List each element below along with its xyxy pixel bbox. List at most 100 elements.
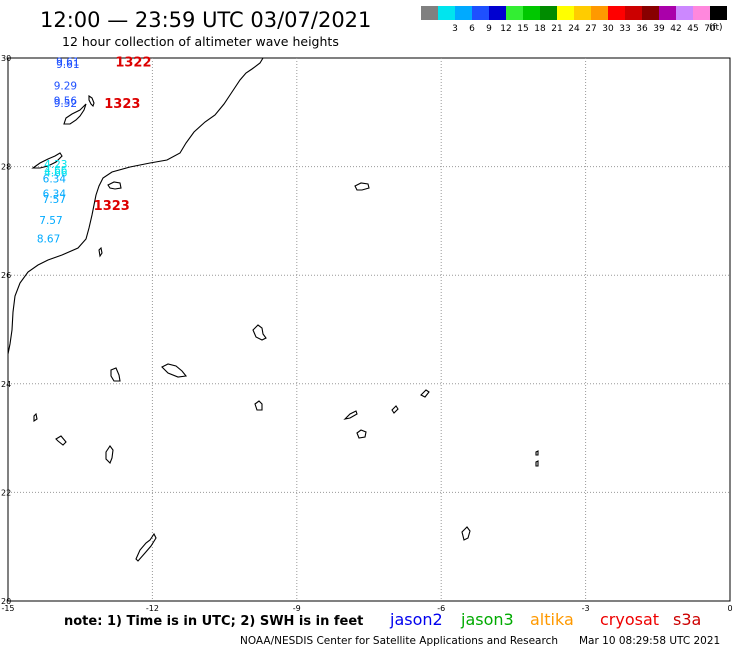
map-title: 12:00 — 23:59 UTC 03/07/2021	[40, 8, 371, 32]
lat-tick-label: 20	[1, 597, 11, 606]
lat-tick-label: 28	[1, 163, 11, 172]
island-gran-canaria-ne	[31, 152, 63, 169]
legend-label: 9	[486, 24, 492, 34]
lon-tick-label: 0	[727, 604, 732, 613]
lon-tick-label: -6	[437, 604, 445, 613]
legend-label: 70	[704, 24, 716, 34]
island-center-north	[354, 182, 370, 191]
legend-swatch	[438, 6, 455, 20]
island-fuerteventura	[63, 103, 87, 125]
legend-label: 45	[687, 24, 698, 34]
legend-label: 24	[568, 24, 580, 34]
wave-height-value: 4.66	[44, 165, 68, 177]
map-frame	[7, 57, 731, 602]
legend-swatch	[591, 6, 608, 20]
legend-label: 18	[534, 24, 546, 34]
lon-tick-label: -9	[293, 604, 301, 613]
wave-height-value: 9.61	[56, 59, 79, 71]
legend-swatch	[710, 6, 727, 20]
satellite-jason2: jason2	[389, 610, 443, 629]
island-mid-1	[252, 324, 267, 341]
legend-label: 3	[452, 24, 458, 34]
wave-height-value: 6.34	[43, 189, 67, 201]
island-east-4	[420, 389, 430, 398]
wave-height-value: 4.23	[44, 159, 67, 171]
african-coastline	[7, 57, 264, 355]
island-south-2	[135, 532, 157, 562]
island-east-1	[343, 410, 358, 420]
legend-swatch	[659, 6, 676, 20]
island-west-3	[105, 445, 114, 464]
legend-swatch	[625, 6, 642, 20]
wave-height-value: 4.66	[44, 167, 68, 179]
wave-height-value: 6.34	[43, 173, 67, 185]
lat-tick-label: 30	[1, 54, 11, 63]
wave-height-value: 9.56	[54, 96, 78, 108]
footer-timestamp: Mar 10 08:29:58 UTC 2021	[579, 635, 720, 647]
island-mid-2	[161, 363, 188, 378]
legend-swatch	[676, 6, 693, 20]
satellite-legend: jason2 jason3 altika cryosat s3a	[389, 610, 701, 629]
island-small-coast-2	[98, 246, 103, 258]
coastline	[7, 57, 539, 562]
satellite-altika: altika	[530, 610, 574, 629]
legend-unit: (ft)	[709, 23, 723, 33]
legend-swatch	[557, 6, 574, 20]
legend-label: 15	[517, 24, 528, 34]
legend-swatch	[489, 6, 506, 20]
axis-labels: -15 -12 -9 -6 -3 0 30 28 26 24 22 20	[1, 54, 733, 613]
legend-swatch	[642, 6, 659, 20]
lat-tick-label: 26	[1, 271, 11, 280]
island-small-coast-1	[107, 181, 122, 190]
legend-swatch	[506, 6, 523, 20]
legend-label: 6	[469, 24, 475, 34]
legend-label: 12	[500, 24, 511, 34]
pass-time-label: 1322	[115, 56, 151, 71]
legend-swatch	[574, 6, 591, 20]
island-west-1	[33, 412, 38, 423]
legend-label: 39	[653, 24, 665, 34]
wave-height-observations: 9.619.619.299.569.524.234.664.666.346.34…	[37, 57, 80, 246]
island-far-east-2	[535, 460, 539, 467]
island-east-3	[391, 405, 399, 414]
wave-height-legend: 3 6 9 12 15 18 21 24 27 30 33 36 39 42 45 70	[421, 6, 727, 34]
wave-height-value: 9.29	[54, 80, 77, 92]
legend-swatch	[608, 6, 625, 20]
legend-swatch	[421, 6, 438, 20]
island-lanzarote	[88, 94, 95, 108]
footer-credit: NOAA/NESDIS Center for Satellite Applica…	[240, 635, 558, 647]
island-mid-4	[254, 400, 263, 411]
legend-label: 30	[602, 24, 614, 34]
lat-tick-label: 24	[1, 380, 11, 389]
wave-height-value: 7.57	[39, 215, 62, 227]
island-far-east-1	[535, 450, 539, 456]
wave-height-value: 8.67	[37, 234, 60, 246]
wave-height-value: 9.52	[54, 98, 77, 110]
legend-swatch	[693, 6, 710, 20]
map-grid	[8, 58, 730, 601]
wave-height-value: 7.57	[43, 194, 66, 206]
map-subtitle: 12 hour collection of altimeter wave hei…	[62, 34, 339, 49]
lon-tick-label: -15	[1, 604, 14, 613]
island-mid-3	[110, 367, 121, 382]
pass-time-label: 1323	[94, 199, 130, 214]
legend-label: 36	[636, 24, 648, 34]
legend-swatch	[540, 6, 557, 20]
legend-label: 27	[585, 24, 596, 34]
satellite-s3a: s3a	[673, 610, 701, 629]
wave-height-value: 9.61	[56, 57, 79, 69]
satellite-cryosat: cryosat	[600, 610, 659, 629]
island-south-1	[461, 526, 471, 541]
satellite-jason3: jason3	[460, 610, 514, 629]
legend-swatch	[523, 6, 540, 20]
lat-tick-label: 22	[1, 488, 11, 497]
legend-swatch	[455, 6, 472, 20]
legend-label: 42	[670, 24, 681, 34]
pass-time-labels: 1322 1323 1323	[94, 56, 152, 214]
legend-swatch	[472, 6, 489, 20]
footer-note: note: 1) Time is in UTC; 2) SWH is in fe…	[64, 614, 363, 629]
island-east-2	[356, 429, 367, 439]
legend-label: 21	[551, 24, 562, 34]
lon-tick-label: -3	[582, 604, 590, 613]
